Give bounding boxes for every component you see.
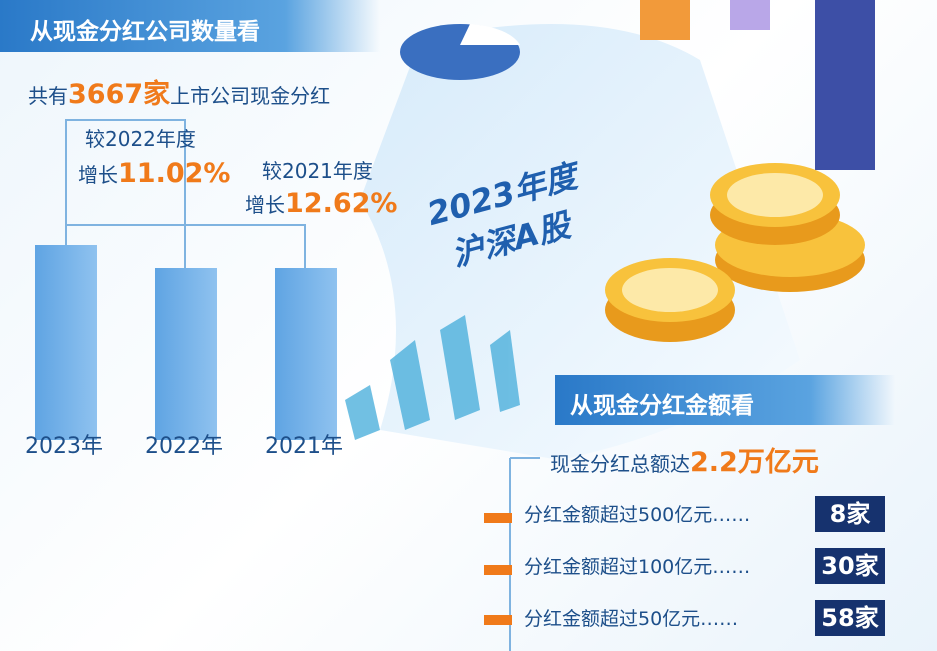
row-count: 58家 [815,600,885,636]
text: 增长 [245,193,285,217]
row-markers [484,513,512,625]
total-line: 共有3667家上市公司现金分红 [28,72,330,111]
year-label: 2022年 [145,434,223,459]
text: 现金分红总额达 [550,452,690,476]
row-count: 8家 [815,496,885,532]
decor-bar [730,0,770,30]
decor-bar [640,0,690,40]
year-label: 2023年 [25,434,103,459]
section-title: 从现金分红金额看 [570,393,754,419]
coins [605,163,865,342]
highlight: 12.62% [285,188,398,219]
text: 增长 [78,163,118,187]
text: 共有 [28,84,68,108]
paper-bars [345,315,520,440]
highlight: 11.02% [118,158,231,189]
header-band [0,0,380,52]
row-label: 分红金额超过100亿元…… [524,556,751,578]
decor-bar [815,0,875,170]
section-title: 从现金分红公司数量看 [30,19,260,45]
label: 较2021年度 [262,159,373,183]
header-band [555,375,895,425]
highlight: 3667家 [68,79,171,110]
label: 较2022年度 [85,127,196,151]
row-count: 30家 [815,548,885,584]
year-label: 2021年 [265,434,343,459]
highlight: 2.2万亿元 [690,447,819,478]
year-bars [35,245,337,440]
row-label: 分红金额超过50亿元…… [524,608,739,630]
connectors [65,119,306,268]
pie-slice [460,24,520,45]
text: 上市公司现金分红 [170,84,331,108]
row-label: 分红金额超过500亿元…… [524,504,751,526]
